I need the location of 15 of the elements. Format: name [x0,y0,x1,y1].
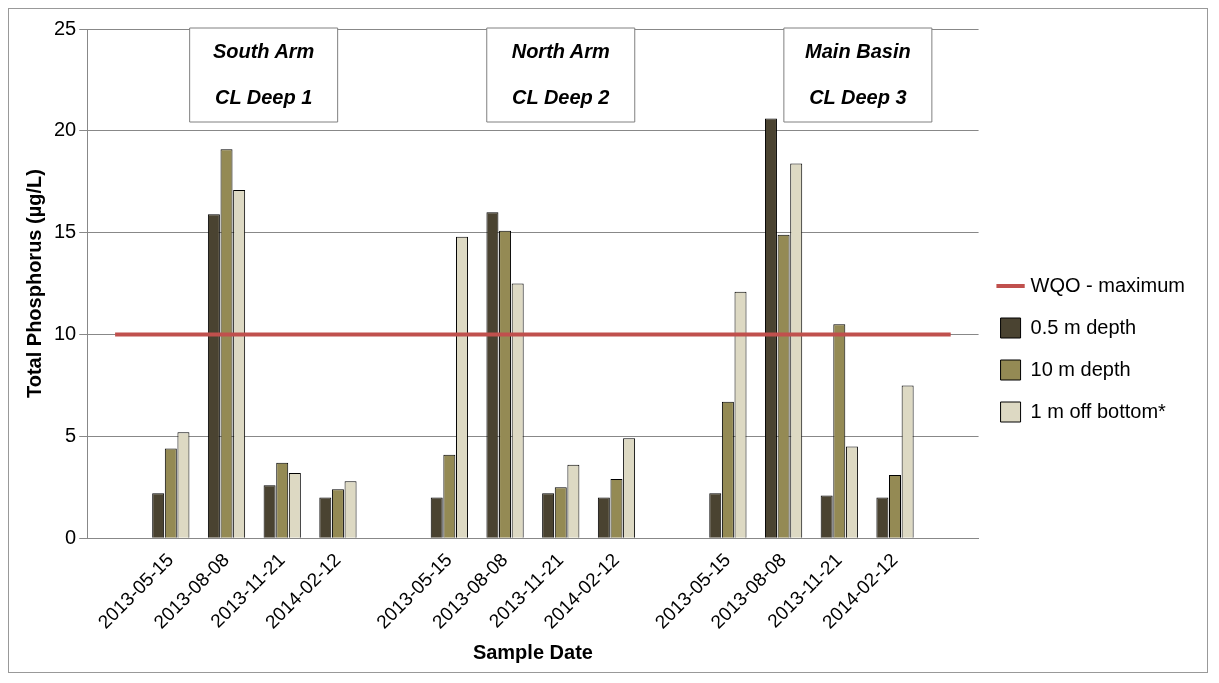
y-axis-title: Total Phosphorus (µg/L) [22,169,45,399]
legend-label: 10 m depth [1030,357,1131,380]
legend-label: WQO - maximum [1030,273,1185,296]
y-tick-label: 20 [54,118,77,141]
annotation: Main Basin CL Deep 3 [805,39,911,108]
y-tick-label: 5 [65,423,77,446]
legend-label: 0.5 m depth [1030,315,1137,338]
y-tick-label: 15 [54,220,77,243]
y-tick-label: 25 [54,16,77,39]
legend-label: 1 m off bottom* [1030,399,1167,422]
annotation: North Arm CL Deep 2 [511,39,610,108]
x-axis-title: Sample Date [472,640,593,663]
y-tick-label: 10 [54,322,77,345]
annotation: South Arm CL Deep 1 [212,39,315,108]
y-tick-label: 0 [65,525,77,548]
